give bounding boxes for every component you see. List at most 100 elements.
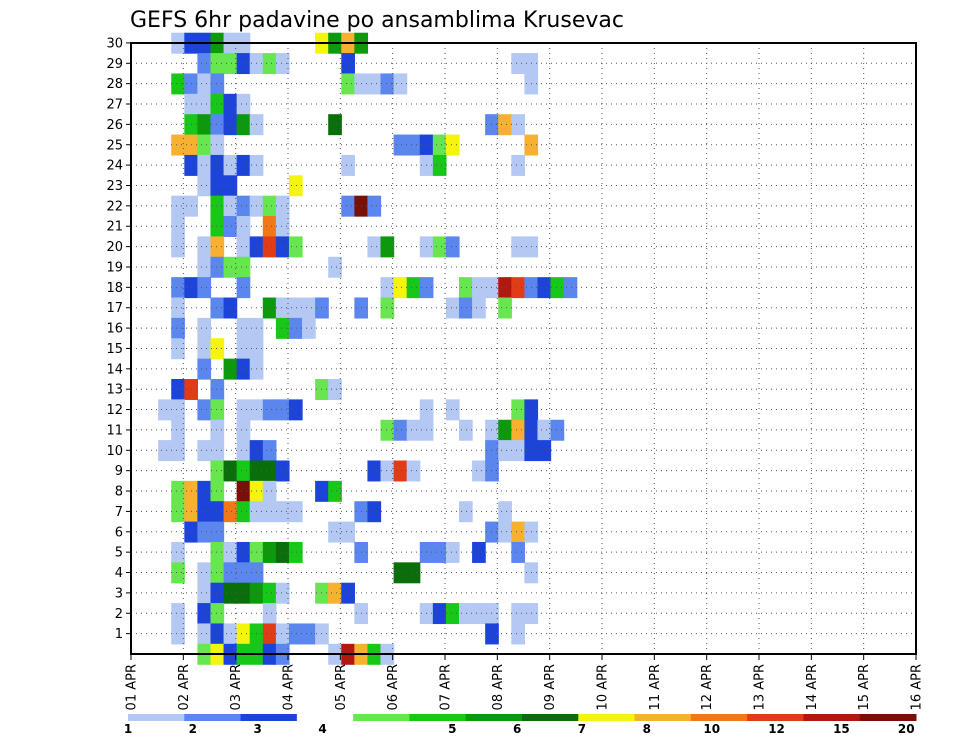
heatmap-cell bbox=[197, 623, 212, 645]
heatmap-cell bbox=[223, 114, 238, 136]
y-tick-label: 20 bbox=[106, 240, 123, 255]
heatmap-cell bbox=[459, 501, 473, 523]
heatmap-cell bbox=[288, 297, 303, 319]
heatmap-cell bbox=[197, 256, 212, 278]
y-tick-label: 27 bbox=[106, 98, 123, 113]
y-axis: 1234567891011121314151617181920212223242… bbox=[106, 36, 131, 642]
colorbar-label: 1 bbox=[124, 722, 132, 736]
heatmap-cell bbox=[406, 134, 421, 156]
x-tick-label: 08 APR bbox=[491, 664, 506, 710]
heatmap-cell bbox=[302, 317, 316, 339]
heatmap-cell bbox=[210, 256, 225, 278]
heatmap-cell bbox=[406, 419, 421, 441]
heatmap-cell bbox=[537, 419, 552, 441]
heatmap-cell bbox=[511, 399, 525, 421]
heatmap-cell bbox=[171, 480, 185, 502]
y-tick-label: 29 bbox=[106, 57, 123, 72]
heatmap-cell bbox=[223, 175, 238, 197]
heatmap-cell bbox=[459, 603, 473, 625]
heatmap-cell bbox=[171, 501, 185, 523]
heatmap-cell bbox=[275, 317, 290, 339]
heatmap-cell bbox=[210, 379, 225, 400]
colorbar-segment bbox=[409, 714, 467, 721]
heatmap-cell bbox=[262, 236, 277, 258]
heatmap-cell bbox=[472, 297, 486, 319]
x-tick-label: 12 APR bbox=[700, 664, 715, 710]
y-tick-label: 19 bbox=[106, 260, 123, 275]
heatmap-cell bbox=[393, 134, 408, 156]
heatmap-cell bbox=[498, 114, 512, 136]
heatmap-cell bbox=[511, 53, 525, 75]
y-tick-label: 9 bbox=[115, 464, 123, 479]
heatmap-cell bbox=[158, 440, 172, 462]
heatmap-cell bbox=[262, 195, 277, 217]
heatmap-cell bbox=[275, 582, 290, 604]
heatmap-cell bbox=[432, 154, 447, 176]
heatmap-cell bbox=[406, 562, 421, 584]
heatmap-cell bbox=[445, 603, 460, 625]
heatmap-cell bbox=[511, 603, 525, 625]
heatmap-cell bbox=[262, 603, 277, 625]
x-tick-label: 10 APR bbox=[596, 664, 611, 710]
heatmap-cell bbox=[367, 73, 382, 95]
y-tick-label: 16 bbox=[106, 322, 123, 337]
heatmap-cell bbox=[197, 399, 212, 421]
heatmap-cell bbox=[210, 582, 225, 604]
heatmap-cell bbox=[171, 216, 185, 238]
y-tick-label: 15 bbox=[106, 342, 123, 357]
heatmap-cell bbox=[223, 256, 238, 278]
heatmap-cell bbox=[262, 216, 277, 238]
heatmap-cell bbox=[262, 480, 277, 502]
colorbar-segment bbox=[465, 714, 523, 721]
colorbar-segment bbox=[353, 714, 410, 721]
heatmap-cell bbox=[328, 582, 342, 604]
x-tick-label: 13 APR bbox=[753, 664, 768, 710]
colorbar-segment bbox=[803, 714, 861, 721]
heatmap-cell bbox=[223, 623, 238, 645]
heatmap-cell bbox=[275, 297, 290, 319]
y-tick-label: 10 bbox=[106, 444, 123, 459]
y-tick-label: 26 bbox=[106, 118, 123, 133]
heatmap-cell bbox=[341, 73, 355, 95]
heatmap-cell bbox=[367, 460, 382, 482]
colorbar-segment bbox=[240, 714, 298, 721]
heatmap-cell bbox=[288, 317, 303, 339]
heatmap-cell bbox=[171, 338, 185, 360]
colorbar-segment bbox=[296, 714, 354, 721]
heatmap-cell bbox=[171, 73, 185, 95]
heatmap-cell bbox=[275, 460, 290, 482]
heatmap-cell bbox=[341, 53, 355, 75]
x-tick-label: 02 APR bbox=[177, 664, 192, 710]
x-tick-label: 03 APR bbox=[229, 664, 244, 710]
heatmap-cell bbox=[171, 195, 185, 217]
heatmap-cell bbox=[262, 501, 277, 523]
heatmap-cell bbox=[236, 582, 251, 604]
colorbar-label: 20 bbox=[898, 722, 915, 736]
heatmap-cell bbox=[236, 541, 251, 563]
heatmap-cell bbox=[197, 114, 212, 136]
heatmap-cell bbox=[236, 358, 251, 380]
heatmap-cell bbox=[393, 562, 408, 584]
heatmap-cell bbox=[236, 93, 251, 115]
heatmap-cell bbox=[210, 114, 225, 136]
heatmap-cell bbox=[171, 277, 185, 299]
y-tick-label: 18 bbox=[106, 281, 123, 296]
heatmap-cell bbox=[367, 501, 382, 523]
colorbar-label: 7 bbox=[578, 722, 586, 736]
heatmap-cell bbox=[210, 297, 225, 319]
heatmap-cell bbox=[223, 460, 238, 482]
heatmap-cell bbox=[262, 297, 277, 319]
y-tick-label: 2 bbox=[115, 607, 123, 622]
heatmap-cell bbox=[472, 603, 486, 625]
x-tick-label: 04 APR bbox=[282, 664, 297, 710]
x-tick-label: 01 APR bbox=[125, 664, 140, 710]
heatmap-cell bbox=[210, 236, 225, 258]
y-tick-label: 1 bbox=[115, 627, 123, 642]
heatmap-cell bbox=[445, 297, 460, 319]
heatmap-cell bbox=[275, 541, 290, 563]
heatmap-cell bbox=[511, 440, 525, 462]
heatmap-cell bbox=[328, 521, 342, 543]
heatmap-cell bbox=[171, 623, 185, 645]
heatmap-cell bbox=[236, 501, 251, 523]
heatmap-cell bbox=[328, 256, 342, 278]
